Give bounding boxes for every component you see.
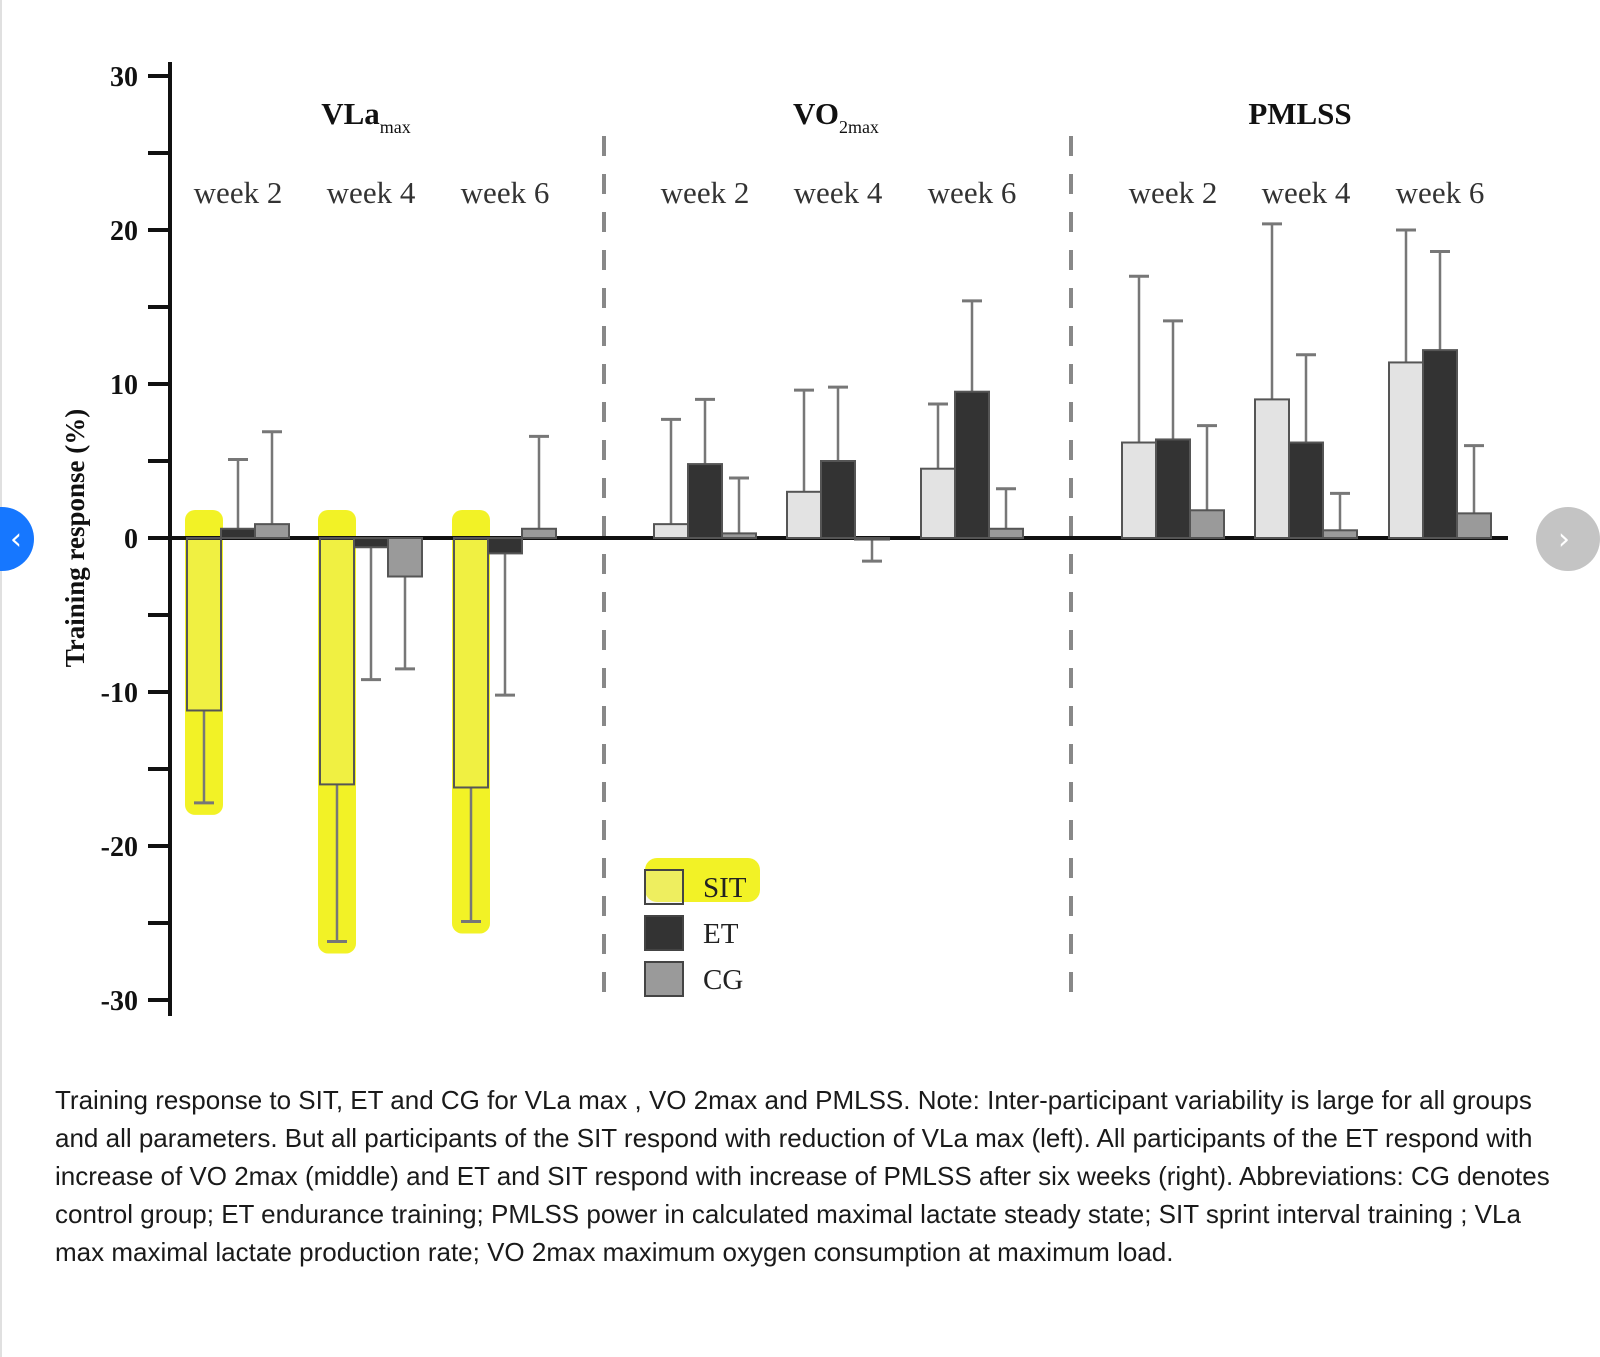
- bar-et: [820, 460, 856, 539]
- bars: [186, 222, 1492, 943]
- labels: VLamax week 2 week 4 week 6 VO2max week 2 week…: [194, 96, 1485, 210]
- bar-cg: [1456, 512, 1492, 539]
- figure-caption: Training response to SIT, ET and CG for …: [55, 1085, 1550, 1267]
- bar-cg: [1189, 509, 1225, 539]
- y-tick-label: -30: [101, 986, 138, 1017]
- category-label: week 4: [794, 175, 883, 210]
- category-label: week 2: [1129, 175, 1218, 210]
- highlight-layer: [185, 510, 760, 954]
- bar-sit: [186, 537, 222, 712]
- y-axis-label: Training response (%): [60, 409, 90, 668]
- category-label: week 6: [1396, 175, 1485, 210]
- bar-cg: [1322, 529, 1358, 539]
- bar-et: [487, 537, 523, 555]
- panel-title: VLamax: [321, 96, 411, 137]
- legend-swatch-cg: [644, 961, 684, 997]
- category-label: week 2: [661, 175, 750, 210]
- legend-swatch-et: [644, 915, 684, 951]
- bar-sit: [653, 523, 689, 540]
- y-tick-label: -20: [101, 832, 138, 863]
- bar-sit: [920, 467, 956, 540]
- bar-cg: [988, 527, 1024, 540]
- legend-label: CG: [703, 964, 743, 996]
- bar-sit: [1254, 398, 1290, 539]
- bar-et: [220, 527, 256, 540]
- bar-cg: [254, 523, 290, 540]
- bar-sit: [1121, 441, 1157, 539]
- panel-title: VO2max: [793, 96, 879, 137]
- panel-title: PMLSS: [1248, 96, 1351, 131]
- y-tick-label: -10: [101, 678, 138, 709]
- bar-sit: [1388, 361, 1424, 539]
- bar-et: [1288, 441, 1324, 539]
- legend-label: ET: [703, 918, 739, 950]
- y-tick-label: 30: [110, 62, 138, 93]
- category-label: week 4: [1262, 175, 1351, 210]
- bar-et: [353, 537, 389, 549]
- bar-et: [954, 390, 990, 540]
- category-label: week 6: [928, 175, 1017, 210]
- category-label: week 6: [461, 175, 550, 210]
- y-tick-label: 10: [110, 370, 138, 401]
- bar-cg: [854, 537, 890, 541]
- page-left-border: [0, 0, 2, 1357]
- highlight-mark: [318, 510, 356, 954]
- bar-cg: [521, 527, 557, 540]
- legend-label: SIT: [703, 872, 747, 904]
- bar-sit: [319, 537, 355, 786]
- chevron-right-icon: ›: [1558, 521, 1570, 557]
- bar-sit: [786, 490, 822, 539]
- legend: SIT ET CG: [644, 869, 747, 997]
- category-label: week 2: [194, 175, 283, 210]
- highlight-mark: [452, 510, 490, 934]
- bar-chart: 30 20 10 0 -10 -20 -30 VLamax week 2 week 4 week …: [60, 62, 1508, 1017]
- bar-cg: [387, 537, 423, 578]
- highlight-mark: [185, 510, 223, 815]
- bar-et: [1155, 438, 1191, 539]
- next-image-button[interactable]: ›: [1536, 507, 1600, 571]
- category-label: week 4: [327, 175, 416, 210]
- y-tick-label: 0: [124, 524, 138, 555]
- y-tick-label: 20: [110, 216, 138, 247]
- bar-et: [687, 463, 723, 539]
- legend-swatch-sit: [644, 869, 684, 905]
- bar-cg: [721, 532, 757, 540]
- bar-et: [1422, 349, 1458, 539]
- bar-sit: [453, 537, 489, 789]
- chevron-left-icon: ‹: [10, 521, 22, 557]
